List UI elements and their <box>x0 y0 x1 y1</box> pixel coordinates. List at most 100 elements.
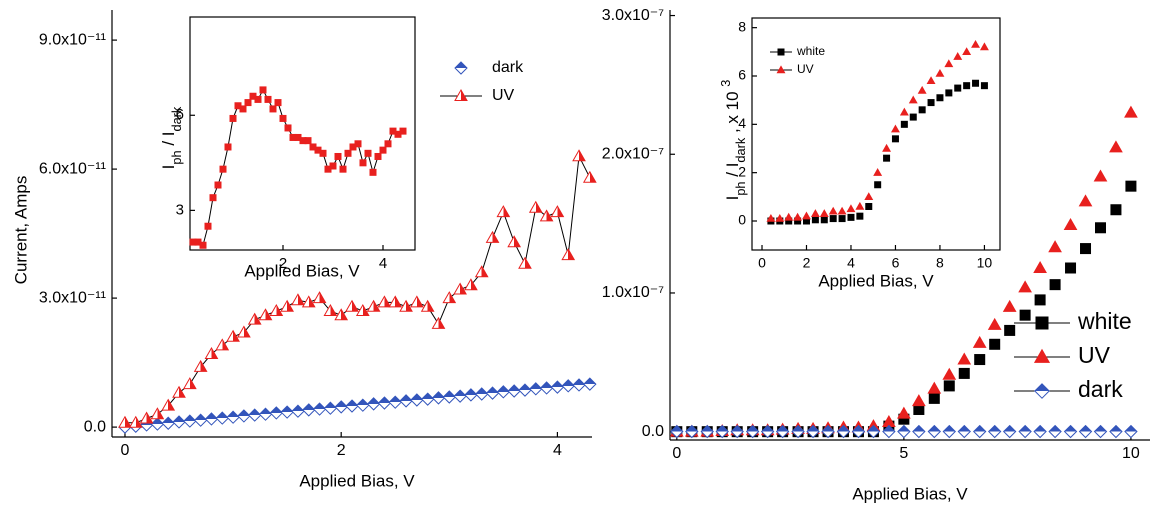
marker-diamond <box>464 388 478 402</box>
y-axis-title: Iph / Idark , x 10 3 <box>718 80 748 201</box>
marker-square <box>883 154 891 162</box>
y-tick-label: 1.0x10⁻⁷ <box>602 284 664 301</box>
marker-triangle <box>979 42 989 51</box>
marker-triangle <box>485 230 500 243</box>
marker-diamond <box>172 415 186 429</box>
legend-label: UV <box>1078 342 1111 368</box>
marker-square <box>1035 316 1049 330</box>
marker-diamond <box>529 382 543 396</box>
marker-diamond <box>1002 424 1017 439</box>
marker-square <box>856 212 864 220</box>
marker-square <box>829 215 837 223</box>
marker-triangle <box>784 212 794 221</box>
marker-triangle <box>377 295 392 308</box>
marker-triangle <box>1078 194 1093 207</box>
marker-square <box>334 152 342 160</box>
marker-diamond <box>507 384 521 398</box>
marker-square <box>909 113 917 121</box>
y-axis-title-part: 3 <box>718 80 733 87</box>
marker-diamond <box>410 393 424 407</box>
marker-square <box>384 140 392 148</box>
y-tick-label: 3 <box>176 201 184 218</box>
marker-diamond <box>204 412 219 426</box>
marker-square <box>1049 279 1061 291</box>
marker-square <box>963 82 971 90</box>
marker-triangle <box>388 295 403 308</box>
y-axis-title-part: ph <box>169 150 184 164</box>
marker-square <box>974 354 986 366</box>
marker-diamond <box>356 398 370 412</box>
legend-label: dark <box>492 59 524 76</box>
y-axis-title: Current, Amps <box>11 176 30 285</box>
marker-triangle <box>911 394 926 407</box>
x-tick-label: 0 <box>672 445 681 462</box>
marker-square <box>354 140 362 148</box>
marker-square <box>958 367 970 379</box>
marker-diamond <box>312 402 327 416</box>
marker-triangle <box>1109 140 1123 153</box>
marker-diamond <box>496 385 511 399</box>
marker-triangle <box>776 65 786 74</box>
marker-square <box>1004 324 1016 336</box>
marker-triangle <box>442 291 457 304</box>
marker-square <box>874 181 882 189</box>
marker-triangle <box>355 303 370 317</box>
marker-triangle <box>258 308 273 321</box>
marker-square <box>891 135 899 143</box>
x-tick-label: 4 <box>379 255 387 272</box>
marker-square <box>399 127 407 135</box>
x-axis-title: Applied Bias, V <box>299 471 415 490</box>
marker-diamond <box>1033 424 1047 439</box>
marker-square <box>344 149 352 157</box>
x-axis-title: Applied Bias, V <box>244 261 360 280</box>
marker-triangle <box>897 406 911 419</box>
marker-diamond <box>193 413 208 427</box>
marker-diamond <box>323 401 338 415</box>
marker-triangle <box>873 168 883 176</box>
marker-triangle <box>953 52 963 60</box>
marker-diamond <box>927 424 942 439</box>
marker-triangle <box>855 201 865 210</box>
marker-triangle <box>312 291 327 304</box>
marker-triangle <box>837 206 847 215</box>
y-tick-label: 0 <box>738 212 746 228</box>
marker-triangle <box>819 209 829 217</box>
y-axis-title-part: I <box>159 165 178 170</box>
marker-triangle <box>962 47 972 56</box>
marker-triangle <box>161 398 176 411</box>
y-axis-title-part: ph <box>733 181 748 195</box>
marker-diamond <box>442 390 457 404</box>
marker-square <box>865 203 873 210</box>
marker-triangle <box>972 335 987 348</box>
marker-diamond <box>453 389 467 403</box>
marker-square <box>284 124 292 132</box>
marker-square <box>259 86 267 94</box>
marker-triangle <box>561 248 576 261</box>
marker-square <box>244 99 252 107</box>
marker-square <box>269 105 277 113</box>
marker-diamond <box>150 417 165 431</box>
marker-square <box>1065 262 1077 274</box>
marker-diamond <box>715 424 729 439</box>
marker-triangle <box>366 299 381 312</box>
marker-triangle <box>420 299 435 312</box>
marker-triangle <box>118 415 132 428</box>
marker-triangle <box>891 124 900 133</box>
marker-square <box>369 168 377 176</box>
marker-square <box>219 165 227 173</box>
marker-square <box>274 99 282 107</box>
marker-diamond <box>957 424 971 439</box>
marker-diamond <box>1018 424 1032 439</box>
marker-square <box>1125 180 1137 192</box>
marker-triangle <box>775 213 785 222</box>
marker-diamond <box>775 424 790 439</box>
marker-square <box>927 99 935 107</box>
marker-diamond <box>1063 424 1078 439</box>
y-axis-title-part: dark <box>733 137 748 162</box>
marker-square <box>1019 309 1031 321</box>
marker-diamond <box>897 424 911 439</box>
marker-square <box>936 94 944 102</box>
marker-square <box>264 95 272 103</box>
marker-diamond <box>226 410 240 424</box>
marker-diamond <box>760 424 775 439</box>
